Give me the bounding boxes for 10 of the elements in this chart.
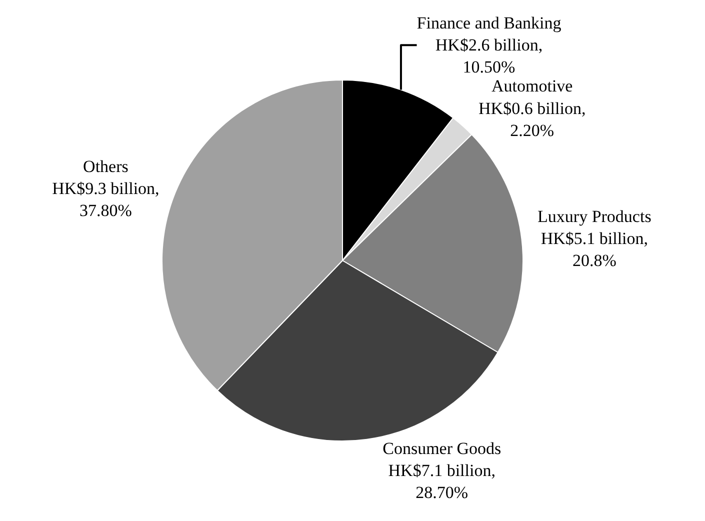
- data-label: HK$2.6 billion, 10.50%: [435, 36, 543, 77]
- data-label: HK$7.1 billion, 28.70%: [388, 460, 496, 502]
- slice-label: Luxury Products: [538, 206, 652, 226]
- data-label: HK$0.6 billion, 2.20%: [478, 98, 586, 140]
- slice-label: Others: [83, 156, 128, 176]
- slice-label: Consumer Goods: [382, 438, 502, 458]
- data-label: HK$9.3 billion, 37.80%: [52, 179, 160, 220]
- data-label: HK$5.1 billion, 20.8%: [540, 229, 648, 270]
- slice-label: Finance and Banking: [416, 13, 562, 32]
- slice-label: Automotive: [492, 76, 573, 96]
